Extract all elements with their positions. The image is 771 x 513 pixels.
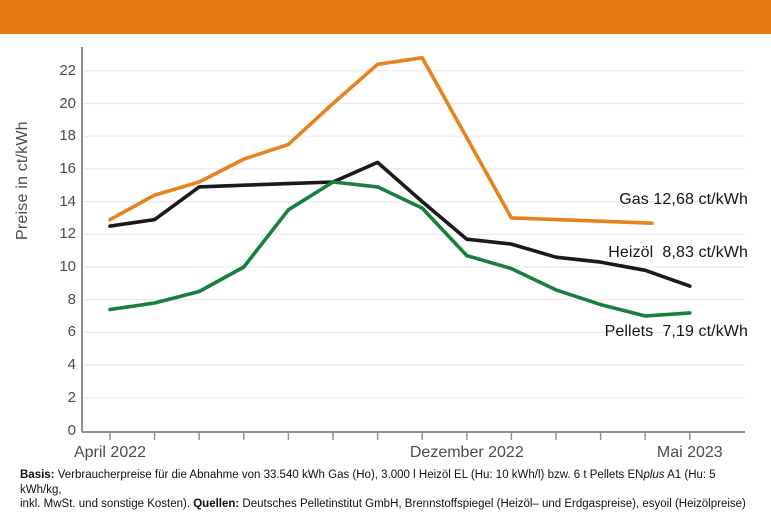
series-line-pellets — [108, 180, 692, 318]
footer-basis-text: Verbraucherpreise für die Abnahme von 33… — [54, 469, 644, 481]
footer-line2-text: inkl. MwSt. und sonstige Kosten). — [20, 498, 194, 510]
y-tick-label-6: 6 — [67, 323, 76, 341]
series-end-label-pellets: Pellets 7,19 ct/kWh — [604, 323, 748, 340]
y-tick-label-4: 4 — [67, 356, 76, 374]
footer-quellen-label: Quellen: — [193, 498, 240, 510]
series-end-label-gas: Gas 12,68 ct/kWh — [619, 191, 748, 208]
y-tick-label-22: 22 — [59, 61, 76, 79]
series-line-heizöl — [108, 160, 692, 288]
y-tick-label-20: 20 — [59, 94, 76, 112]
y-tick-label-16: 16 — [59, 159, 76, 177]
y-tick-label-2: 2 — [67, 388, 76, 406]
y-tick-label-10: 10 — [59, 258, 76, 275]
y-tick-label-0: 0 — [67, 421, 76, 439]
footer-note: Basis: Verbraucherpreise für die Abnahme… — [20, 468, 750, 513]
footer-basis-label: Basis: — [20, 469, 55, 481]
y-tick-label-12: 12 — [59, 225, 76, 243]
x-axis-label-dezember-2022: Dezember 2022 — [409, 444, 524, 461]
x-axis-label-april-2022: April 2022 — [73, 444, 147, 461]
title-bar-background — [0, 0, 771, 34]
footer-enplus-italic: plus — [643, 469, 665, 481]
series-end-label-heizöl: Heizöl 8,83 ct/kWh — [608, 244, 748, 261]
y-tick-label-14: 14 — [59, 192, 76, 210]
footer-basis-text-2: A1 (Hu: 5 kWh/kg, — [20, 469, 716, 496]
series-line-gas — [108, 55, 654, 225]
x-axis-label-mai-2023: Mai 2023 — [656, 444, 723, 461]
y-tick-label-18: 18 — [59, 127, 76, 145]
y-tick-label-8: 8 — [67, 290, 76, 308]
footer-quellen-text: Deutsches Pelletinstitut GmbH, Brennstof… — [239, 498, 746, 510]
